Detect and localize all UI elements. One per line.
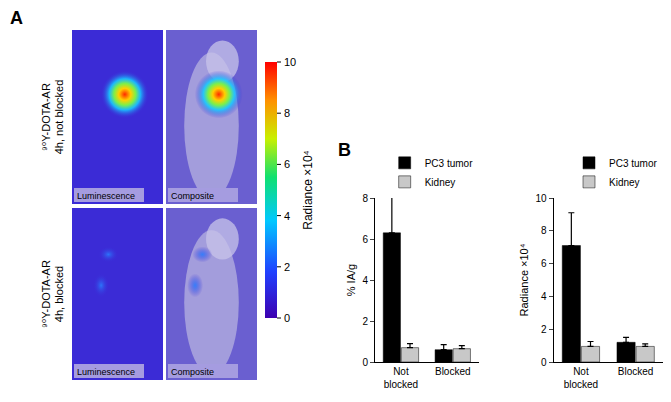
svg-text:PC3 tumor: PC3 tumor [609,158,657,169]
svg-text:2: 2 [362,316,368,327]
svg-text:10: 10 [535,193,547,204]
svg-text:10: 10 [284,56,296,68]
svg-text:0: 0 [362,357,368,368]
svg-text:6: 6 [284,158,290,170]
svg-text:6: 6 [541,258,547,269]
svg-text:4h, not blocked: 4h, not blocked [53,80,65,155]
svg-text:Blocked: Blocked [618,366,654,377]
svg-text:Composite: Composite [171,367,214,377]
svg-text:8: 8 [362,193,368,204]
svg-text:% IA/g: % IA/g [345,264,357,296]
svg-text:4h, blocked: 4h, blocked [53,266,65,322]
svg-text:2: 2 [541,324,547,335]
svg-text:A: A [10,8,23,28]
svg-text:⁹⁰Y-DOTA-AR: ⁹⁰Y-DOTA-AR [40,83,52,151]
svg-text:Radiance ×10⁴: Radiance ×10⁴ [518,243,530,316]
svg-text:Notblocked: Notblocked [564,366,598,390]
svg-text:PC3 tumor: PC3 tumor [425,158,473,169]
svg-text:4: 4 [541,291,547,302]
svg-text:Blocked: Blocked [435,366,471,377]
svg-text:8: 8 [541,225,547,236]
svg-text:4: 4 [284,210,290,222]
svg-text:0: 0 [284,312,290,324]
svg-text:Composite: Composite [171,191,214,201]
svg-text:⁹⁰Y-DOTA-AR: ⁹⁰Y-DOTA-AR [40,260,52,328]
svg-text:Kidney: Kidney [609,177,640,188]
svg-text:6: 6 [362,234,368,245]
svg-text:8: 8 [284,107,290,119]
html-text:B: B [338,140,351,160]
svg-text:Radiance ×10⁴: Radiance ×10⁴ [301,150,315,230]
svg-text:Luminescence: Luminescence [77,367,135,377]
svg-text:Kidney: Kidney [425,177,456,188]
svg-text:0: 0 [541,357,547,368]
svg-text:Notblocked: Notblocked [384,366,418,390]
svg-text:4: 4 [362,275,368,286]
svg-text:Luminescence: Luminescence [77,191,135,201]
svg-text:2: 2 [284,261,290,273]
